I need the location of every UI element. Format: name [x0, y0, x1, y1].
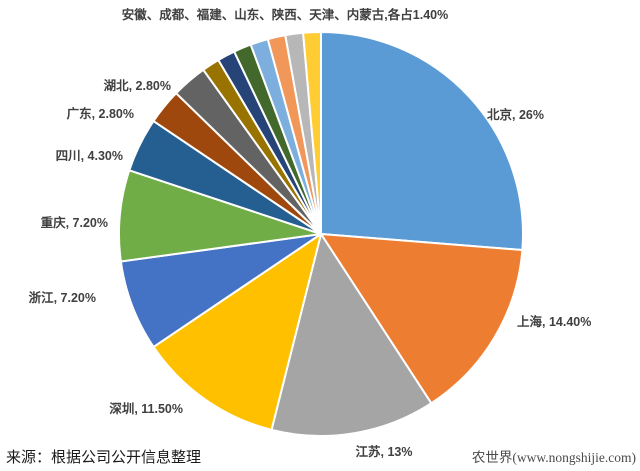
pie-slice-15-内蒙古 — [302, 31, 322, 235]
watermark-text: 农世界(www.nongshijie.com) — [471, 450, 636, 465]
pie-label-1-上海: 上海, 14.40% — [517, 314, 591, 329]
pie-label-8-湖北: 湖北, 2.80% — [104, 78, 171, 93]
pie-label-7-广东: 广东, 2.80% — [67, 106, 134, 121]
pie-label-4-浙江: 浙江, 7.20% — [29, 290, 96, 305]
pie-slice-1-上海 — [320, 233, 524, 405]
source-note: 来源：根据公司公开信息整理 — [6, 450, 202, 466]
pie-slice-2-江苏 — [270, 233, 433, 437]
pie-label-5-重庆: 重庆, 7.20% — [41, 215, 108, 230]
pie-label-3-深圳: 深圳, 11.50% — [109, 401, 183, 416]
pie-label-0-北京: 北京, 26% — [487, 107, 544, 122]
pie-label-2-江苏: 江苏, 13% — [356, 444, 413, 459]
pie-label-6-四川: 四川, 4.30% — [56, 149, 123, 163]
pie-slice-0-北京 — [320, 31, 524, 252]
small-slices-combined-label: 安徽、成都、福建、山东、陕西、天津、内蒙古,各占1.40% — [121, 8, 449, 22]
pie-slice-3-深圳 — [152, 233, 322, 431]
